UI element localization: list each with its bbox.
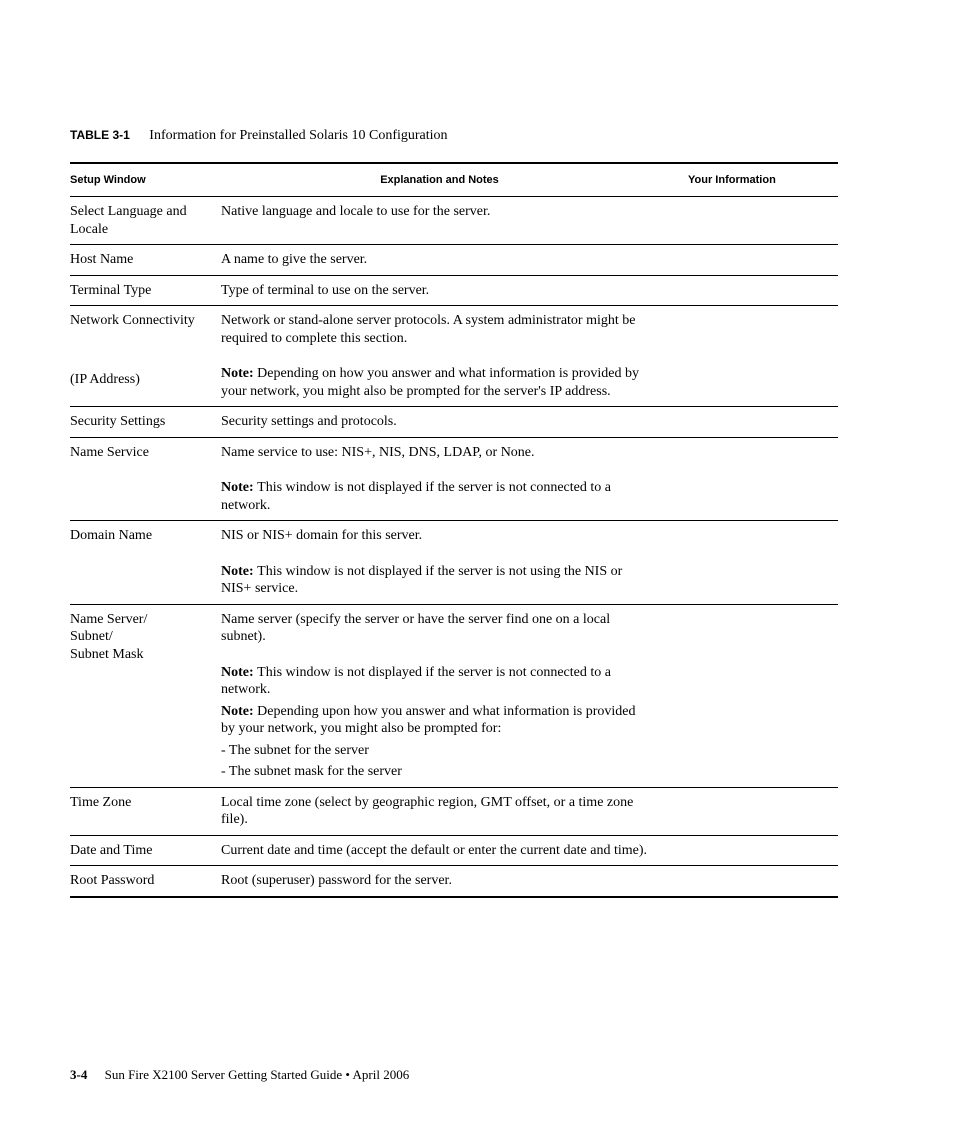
table-row: Date and TimeCurrent date and time (acce… <box>70 835 838 866</box>
cell-setup-window: Network Connectivity(IP Address) <box>70 306 221 407</box>
table-row: Root PasswordRoot (superuser) password f… <box>70 866 838 897</box>
table-row: Time ZoneLocal time zone (select by geog… <box>70 787 838 835</box>
cell-your-info <box>658 407 838 438</box>
cell-explanation: NIS or NIS+ domain for this server.Note:… <box>221 521 658 605</box>
cell-setup-window: Host Name <box>70 245 221 276</box>
cell-explanation: A name to give the server. <box>221 245 658 276</box>
table-row: Host NameA name to give the server. <box>70 245 838 276</box>
cell-setup-window: Date and Time <box>70 835 221 866</box>
cell-your-info <box>658 275 838 306</box>
cell-your-info <box>658 835 838 866</box>
table-row: Terminal TypeType of terminal to use on … <box>70 275 838 306</box>
cell-your-info <box>658 245 838 276</box>
col-header-explanation: Explanation and Notes <box>221 163 658 197</box>
table-row: Security SettingsSecurity settings and p… <box>70 407 838 438</box>
table-row: Network Connectivity(IP Address)Network … <box>70 306 838 407</box>
cell-your-info <box>658 521 838 605</box>
table-row: Name Server/Subnet/Subnet MaskName serve… <box>70 604 838 787</box>
table-title: Information for Preinstalled Solaris 10 … <box>149 128 447 143</box>
cell-setup-window: Select Language and Locale <box>70 197 221 245</box>
table-label: TABLE 3-1 <box>70 128 130 142</box>
cell-your-info <box>658 197 838 245</box>
cell-setup-window: Terminal Type <box>70 275 221 306</box>
cell-explanation: Network or stand-alone server protocols.… <box>221 306 658 407</box>
cell-explanation: Name service to use: NIS+, NIS, DNS, LDA… <box>221 437 658 521</box>
cell-explanation: Current date and time (accept the defaul… <box>221 835 658 866</box>
cell-explanation: Root (superuser) password for the server… <box>221 866 658 897</box>
table-row: Name ServiceName service to use: NIS+, N… <box>70 437 838 521</box>
cell-explanation: Local time zone (select by geographic re… <box>221 787 658 835</box>
cell-setup-window: Name Server/Subnet/Subnet Mask <box>70 604 221 787</box>
cell-setup-window: Name Service <box>70 437 221 521</box>
col-header-your-info: Your Information <box>658 163 838 197</box>
cell-setup-window: Domain Name <box>70 521 221 605</box>
document-page: TABLE 3-1 Information for Preinstalled S… <box>0 0 954 1145</box>
cell-your-info <box>658 437 838 521</box>
cell-your-info <box>658 306 838 407</box>
footer-text: Sun Fire X2100 Server Getting Started Gu… <box>105 1067 410 1082</box>
page-footer: 3-4 Sun Fire X2100 Server Getting Starte… <box>70 1067 409 1083</box>
cell-your-info <box>658 866 838 897</box>
table-row: Select Language and LocaleNative languag… <box>70 197 838 245</box>
cell-explanation: Security settings and protocols. <box>221 407 658 438</box>
table-row: Domain NameNIS or NIS+ domain for this s… <box>70 521 838 605</box>
cell-setup-window: Time Zone <box>70 787 221 835</box>
cell-your-info <box>658 604 838 787</box>
page-number: 3-4 <box>70 1067 87 1082</box>
cell-setup-window: Root Password <box>70 866 221 897</box>
cell-setup-window: Security Settings <box>70 407 221 438</box>
table-header-row: Setup Window Explanation and Notes Your … <box>70 163 838 197</box>
cell-explanation: Name server (specify the server or have … <box>221 604 658 787</box>
cell-explanation: Type of terminal to use on the server. <box>221 275 658 306</box>
col-header-setup: Setup Window <box>70 163 221 197</box>
table-caption: TABLE 3-1 Information for Preinstalled S… <box>70 128 838 144</box>
cell-your-info <box>658 787 838 835</box>
cell-explanation: Native language and locale to use for th… <box>221 197 658 245</box>
table-body: Select Language and LocaleNative languag… <box>70 197 838 897</box>
config-table: Setup Window Explanation and Notes Your … <box>70 162 838 898</box>
